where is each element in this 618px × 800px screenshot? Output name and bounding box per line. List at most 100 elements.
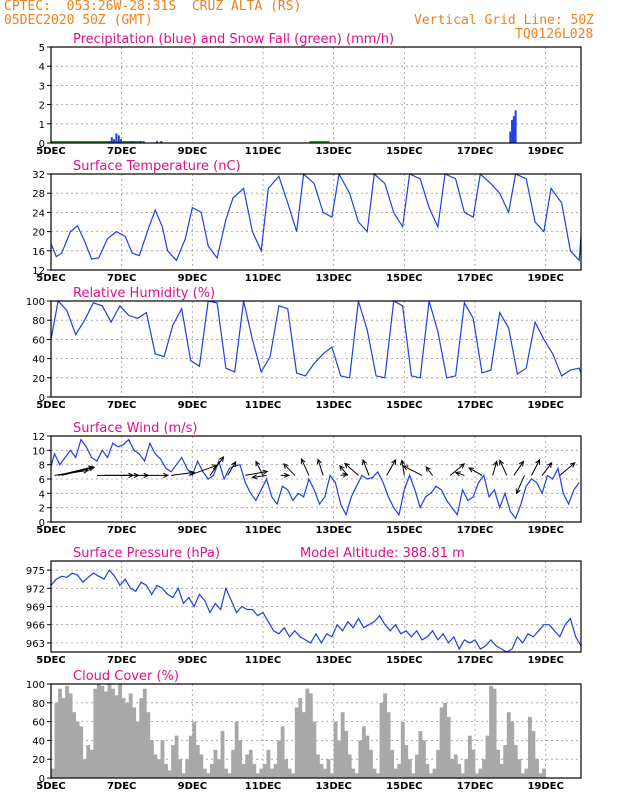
cloud-bar bbox=[347, 754, 352, 778]
x-tick-label: 7DEC bbox=[107, 655, 136, 666]
cloud-bar bbox=[538, 773, 543, 778]
wind-arrowhead bbox=[454, 471, 461, 477]
x-tick-label: 19DEC bbox=[527, 781, 563, 792]
x-tick-label: 5DEC bbox=[36, 781, 65, 792]
model-code: TQ0126L028 bbox=[515, 27, 594, 42]
y-tick-label: 60 bbox=[32, 718, 45, 729]
x-tick-label: 13DEC bbox=[315, 273, 351, 284]
cloud-bar bbox=[118, 684, 122, 778]
precip-bar bbox=[512, 116, 515, 143]
cloud-bar bbox=[308, 693, 313, 778]
cloud-bar bbox=[93, 688, 98, 778]
panel-frame bbox=[50, 560, 582, 653]
cloud-bar bbox=[305, 688, 310, 778]
cloud-bar bbox=[104, 691, 108, 778]
panel-title: Cloud Cover (%) bbox=[73, 669, 179, 684]
panel-frame bbox=[50, 435, 582, 523]
wind-arrowhead bbox=[515, 488, 521, 495]
y-tick-label: 100 bbox=[26, 680, 45, 691]
x-tick-label: 9DEC bbox=[178, 273, 207, 284]
y-tick-label: 8 bbox=[39, 461, 45, 472]
x-tick-label: 15DEC bbox=[386, 655, 422, 666]
cloud-bar bbox=[121, 698, 126, 778]
panel-frame bbox=[50, 300, 582, 398]
wind-arrow bbox=[403, 465, 423, 476]
precip-bar bbox=[112, 139, 115, 143]
cloud-bar bbox=[125, 702, 130, 778]
x-tick-label: 17DEC bbox=[457, 273, 493, 284]
cloud-bar bbox=[86, 745, 91, 778]
cloud-bar bbox=[181, 773, 186, 778]
x-tick-label: 15DEC bbox=[386, 273, 422, 284]
cloud-bar bbox=[142, 688, 147, 778]
y-tick-label: 12 bbox=[32, 432, 45, 443]
cloud-bar bbox=[100, 685, 105, 778]
cloud-bar bbox=[358, 740, 363, 778]
x-tick-label: 15DEC bbox=[386, 400, 422, 411]
cloud-bar bbox=[369, 749, 373, 778]
wind-arrow bbox=[513, 461, 524, 476]
panel-title: Surface Temperature (nC) bbox=[73, 159, 241, 174]
cloud-bar bbox=[157, 759, 161, 778]
y-tick-label: 6 bbox=[39, 475, 45, 486]
wind-arrow bbox=[61, 466, 95, 476]
wind-arrow bbox=[339, 465, 349, 476]
y-tick-label: 3 bbox=[39, 81, 45, 92]
cloud-bar bbox=[376, 773, 380, 778]
wind-arrow bbox=[541, 462, 553, 476]
cloud-bar bbox=[485, 735, 490, 778]
y-tick-label: 4 bbox=[39, 489, 45, 500]
cloud-bar bbox=[337, 740, 342, 778]
cloud-bar bbox=[270, 768, 274, 778]
cloud-bar bbox=[195, 745, 200, 778]
y-tick-label: 0 bbox=[39, 393, 45, 404]
cloud-bar bbox=[199, 754, 204, 778]
cloud-bar bbox=[531, 731, 536, 778]
x-tick-label: 11DEC bbox=[245, 525, 281, 536]
y-tick-label: 20 bbox=[32, 755, 45, 766]
cloud-bar bbox=[54, 702, 59, 778]
x-tick-label: 15DEC bbox=[386, 146, 422, 157]
cloud-bar bbox=[255, 773, 260, 778]
cloud-bar bbox=[79, 726, 84, 778]
wind-arrowhead bbox=[391, 458, 397, 465]
x-tick-label: 5DEC bbox=[36, 400, 65, 411]
x-tick-label: 19DEC bbox=[527, 146, 563, 157]
cloud-bar bbox=[206, 773, 211, 778]
x-tick-label: 13DEC bbox=[315, 781, 351, 792]
cloud-bar bbox=[188, 735, 193, 778]
wind-arrowhead bbox=[283, 472, 290, 479]
wind-arrow bbox=[171, 471, 195, 476]
cloud-bar bbox=[68, 693, 73, 778]
wind-arrow bbox=[245, 470, 268, 476]
wind-arrow bbox=[531, 459, 540, 476]
cloud-bar bbox=[75, 721, 80, 778]
cloud-bar bbox=[499, 763, 504, 778]
cloud-bar bbox=[135, 721, 140, 778]
cloud-bar bbox=[351, 768, 356, 778]
x-tick-label: 19DEC bbox=[527, 525, 563, 536]
cloud-bar bbox=[160, 740, 165, 778]
y-tick-label: 100 bbox=[26, 297, 45, 308]
x-tick-label: 5DEC bbox=[36, 146, 65, 157]
precip-bar bbox=[142, 141, 145, 143]
wind-arrow bbox=[499, 460, 508, 476]
cloud-bar bbox=[323, 768, 327, 778]
panel-5: 5DEC 7DEC 9DEC 11DEC 13DEC 15DEC 17DEC 19DEC 0 20… bbox=[26, 669, 582, 792]
wind-arrowhead bbox=[89, 465, 96, 471]
panel-annotation: Model Altitude: 388.81 m bbox=[300, 546, 465, 561]
x-tick-label: 9DEC bbox=[178, 400, 207, 411]
cloud-bar bbox=[379, 702, 384, 778]
cloud-bar bbox=[340, 712, 345, 778]
cloud-bar bbox=[174, 735, 179, 778]
cloud-bar bbox=[65, 685, 69, 778]
cloud-bar bbox=[146, 712, 151, 778]
cloud-bar bbox=[528, 716, 532, 778]
wind-arrow bbox=[300, 458, 310, 476]
cloud-bar bbox=[72, 712, 77, 778]
cloud-bar bbox=[333, 721, 338, 778]
wind-arrowhead bbox=[546, 462, 553, 468]
precip-bar bbox=[160, 141, 163, 143]
wind-arrow bbox=[317, 459, 324, 476]
precip-bar bbox=[115, 133, 118, 143]
